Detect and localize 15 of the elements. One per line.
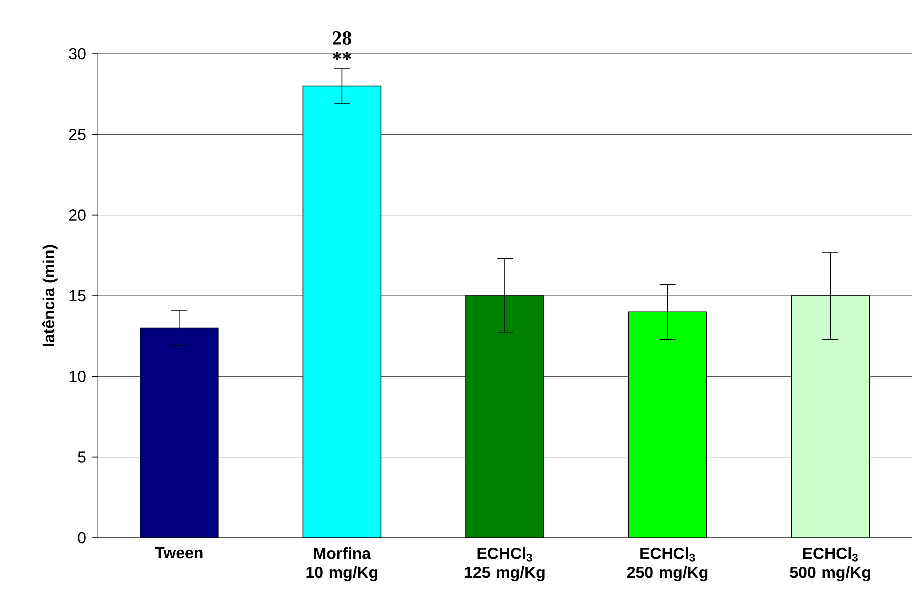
- y-axis-title: latência (min): [42, 245, 58, 346]
- x-tick-label: Tween: [155, 548, 203, 559]
- x-tick-label: ECHCl$_{3}$ 125 mg/Kg: [465, 548, 545, 582]
- annotation: **: [333, 52, 352, 60]
- y-tick-label: 5: [78, 452, 86, 463]
- y-tick-label: 15: [70, 290, 86, 302]
- y-tick-label: 0: [78, 532, 86, 544]
- y-tick-label: 10: [70, 371, 86, 382]
- x-tick-label: ECHCl$_{3}$ 500 mg/Kg: [790, 548, 870, 582]
- y-tick-label: 25: [69, 129, 86, 140]
- x-tick-label: ECHCl$_{3}$ 250 mg/Kg: [627, 548, 708, 582]
- y-tick-label: 20: [69, 210, 86, 221]
- data-label: 28: [333, 31, 352, 45]
- y-tick-label: 30: [69, 48, 86, 60]
- x-tick-label: Morfina 10 mg/Kg: [306, 548, 378, 582]
